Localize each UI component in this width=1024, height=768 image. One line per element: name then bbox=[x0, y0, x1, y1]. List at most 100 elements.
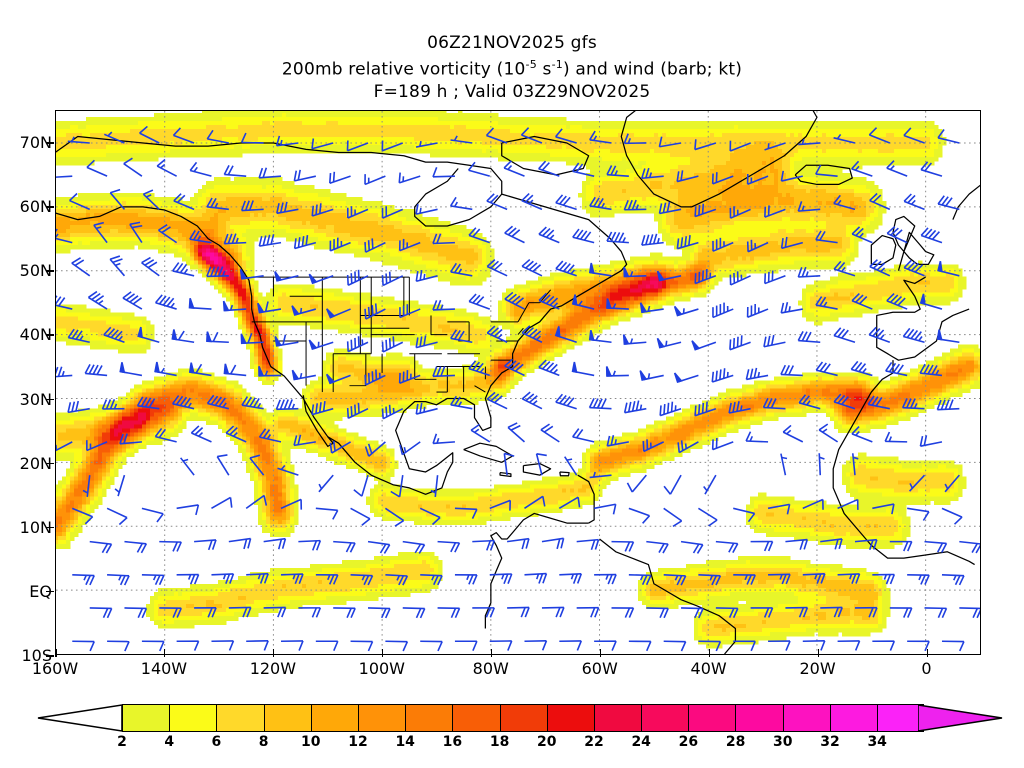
wind-barb bbox=[797, 201, 821, 212]
colorbar-segment bbox=[357, 704, 406, 732]
wind-barb bbox=[122, 291, 143, 310]
wind-barb bbox=[194, 606, 217, 618]
wind-barb bbox=[521, 193, 543, 211]
wind-barb bbox=[468, 360, 491, 377]
wind-barb bbox=[258, 234, 282, 247]
wind-barb bbox=[240, 200, 264, 212]
colorbar-segment bbox=[122, 704, 170, 732]
colorbar-segment bbox=[735, 704, 783, 732]
wind-barb bbox=[623, 199, 647, 211]
wind-barb bbox=[103, 131, 125, 144]
wind-barb bbox=[454, 507, 478, 519]
wind-barb bbox=[368, 607, 391, 619]
wind-barb bbox=[346, 206, 369, 219]
lat-tick-label: 40N bbox=[19, 325, 52, 345]
wind-barb bbox=[139, 125, 160, 144]
wind-barb bbox=[520, 127, 543, 144]
wind-barb bbox=[206, 394, 230, 410]
wind-barb bbox=[833, 393, 856, 410]
wind-barb bbox=[346, 140, 369, 152]
wind-barb bbox=[124, 607, 148, 619]
wind-barb bbox=[589, 471, 612, 479]
wind-barb bbox=[694, 203, 717, 218]
wind-barbs bbox=[56, 125, 980, 652]
wind-barb bbox=[850, 360, 873, 377]
wind-barb bbox=[415, 140, 438, 148]
wind-barb bbox=[329, 237, 351, 252]
wind-barb bbox=[171, 329, 195, 344]
wind-barb bbox=[119, 433, 142, 445]
lon-tick-label: 140W bbox=[140, 659, 188, 678]
colorbar-segment bbox=[688, 704, 736, 732]
wind-barb bbox=[154, 361, 177, 377]
wind-barb bbox=[733, 640, 756, 652]
wind-barb bbox=[504, 358, 525, 377]
wind-barb bbox=[611, 607, 635, 618]
wind-barb bbox=[902, 327, 925, 344]
wind-barb bbox=[658, 201, 682, 215]
colorbar-segment bbox=[405, 704, 453, 732]
wind-barb bbox=[258, 167, 282, 179]
wind-barb bbox=[907, 507, 930, 521]
wind-barb bbox=[802, 498, 824, 510]
colorbar-tick-label: 12 bbox=[348, 734, 368, 750]
wind-barb bbox=[206, 331, 229, 344]
wind-barb bbox=[886, 292, 908, 310]
wind-barb bbox=[450, 135, 473, 144]
colorbar-segment bbox=[782, 704, 830, 732]
wind-barb bbox=[415, 402, 438, 415]
wind-barb bbox=[833, 194, 856, 211]
wind-barb bbox=[188, 362, 212, 377]
wind-barb bbox=[851, 226, 873, 244]
colorbar-segment bbox=[263, 704, 311, 732]
wind-barb bbox=[503, 160, 525, 177]
wind-barb bbox=[398, 370, 421, 384]
wind-barb bbox=[524, 495, 546, 510]
wind-barb bbox=[746, 239, 769, 253]
wind-barb bbox=[767, 503, 791, 515]
wind-barb bbox=[72, 573, 95, 586]
wind-barb bbox=[594, 573, 617, 585]
wind-barb bbox=[576, 538, 600, 551]
map-canvas bbox=[56, 111, 980, 654]
wind-barb bbox=[606, 165, 629, 177]
lon-tick bbox=[926, 649, 929, 657]
wind-barb bbox=[258, 366, 282, 377]
wind-barb bbox=[141, 507, 164, 523]
wind-barb bbox=[733, 507, 756, 523]
wind-barb bbox=[504, 225, 525, 244]
wind-barb bbox=[768, 573, 791, 585]
wind-barb bbox=[364, 238, 386, 253]
wind-barb bbox=[698, 640, 722, 652]
wind-barb bbox=[240, 333, 264, 345]
colorbar-over-cap bbox=[918, 704, 1003, 732]
wind-barb bbox=[381, 271, 404, 287]
wind-barb bbox=[559, 640, 583, 651]
wind-barb bbox=[311, 401, 334, 416]
wind-barb bbox=[106, 507, 128, 526]
wind-barb bbox=[837, 573, 861, 584]
wind-barb bbox=[851, 292, 873, 310]
lat-tick-label: EQ bbox=[29, 581, 52, 601]
wind-barb bbox=[818, 423, 839, 443]
colorbar-segment bbox=[546, 704, 594, 732]
title-line-valid: F=189 h ; Valid 03Z29NOV2025 bbox=[373, 81, 651, 102]
wind-barb bbox=[540, 423, 560, 443]
wind-barb bbox=[364, 303, 386, 320]
wind-barb bbox=[867, 395, 890, 410]
wind-barb bbox=[454, 640, 478, 652]
wind-barb bbox=[555, 260, 577, 277]
wind-barb bbox=[797, 331, 821, 344]
lon-tick-label: 0 bbox=[921, 659, 932, 678]
colorbar-tick-label: 26 bbox=[678, 734, 699, 750]
wind-barb bbox=[67, 328, 90, 344]
wind-barb bbox=[606, 231, 629, 244]
wind-barb bbox=[101, 399, 125, 410]
wind-barb bbox=[489, 573, 513, 585]
wind-barb bbox=[257, 301, 282, 314]
wind-barb bbox=[746, 303, 769, 318]
wind-barb bbox=[768, 640, 791, 651]
lat-tick-label: 70N bbox=[19, 133, 52, 153]
wind-barb bbox=[293, 434, 316, 447]
wind-barb bbox=[639, 302, 664, 314]
